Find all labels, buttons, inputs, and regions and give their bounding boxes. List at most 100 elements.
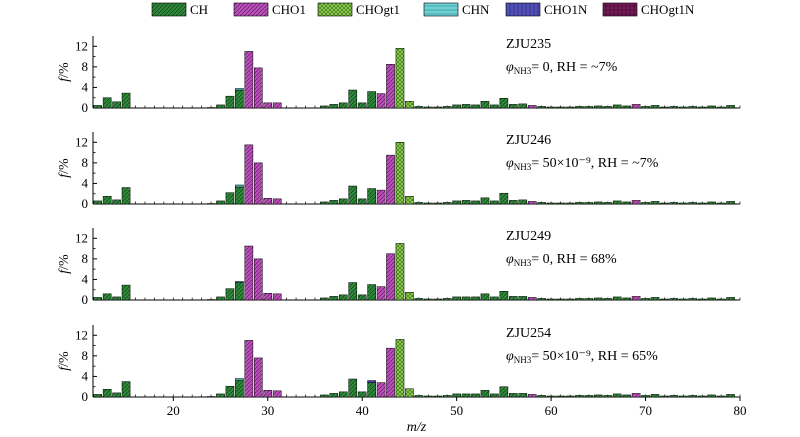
bar-mz55-ch	[499, 291, 509, 301]
bar-mz30-cho1	[263, 390, 273, 398]
bar-mz53-ch	[480, 293, 490, 301]
bar-mz68-ch	[622, 201, 631, 205]
legend-label-chogt1: CHOgt1	[356, 2, 400, 17]
bar-mz45-chogt1	[405, 196, 414, 205]
panel-zju249: 0 4 8 12f/% ZJU249 φNH3= 0, RH = 68%	[57, 228, 741, 307]
bar-mz61-ch	[556, 202, 565, 205]
bar-mz27-chn	[235, 184, 244, 188]
bar-mz40-ch	[357, 102, 367, 109]
bar-mz58-cho1	[527, 105, 537, 109]
bar-mz37-ch	[329, 393, 339, 398]
bar-mz74-ch	[679, 106, 688, 109]
y-tick-label: 12	[75, 38, 88, 53]
legend-swatch-cho1	[233, 2, 269, 17]
bar-mz61-ch	[556, 106, 565, 109]
bar-mz71-ch	[650, 201, 660, 205]
bar-mz70-ch	[641, 202, 650, 205]
bar-mz48-ch	[433, 202, 443, 205]
bar-mz50-ch	[452, 296, 461, 301]
bar-mz52-ch	[471, 104, 480, 109]
bar-mz74-ch	[679, 202, 688, 205]
legend-item-ch: CH	[151, 2, 208, 17]
panel-condition-label: φNH3= 50×10⁻⁹, RH = 65%	[506, 349, 658, 365]
bar-mz45-chogt1	[405, 388, 414, 398]
bar-mz53-ch	[480, 390, 490, 398]
bar-mz77-ch	[707, 201, 716, 205]
bar-mz75-ch	[688, 106, 698, 109]
bar-mz72-ch	[660, 395, 669, 398]
bar-mz68-ch	[622, 105, 631, 109]
bar-mz15-ch	[121, 187, 131, 205]
bar-mz56-ch	[509, 296, 518, 301]
bar-mz14-ch	[112, 101, 121, 109]
bar-mz27-ch	[235, 379, 244, 398]
bar-mz31-cho1	[272, 390, 282, 398]
bar-mz67-ch	[612, 296, 622, 301]
bar-mz27-ch	[235, 186, 244, 205]
bar-mz13-ch	[102, 389, 112, 398]
bar-mz15-ch	[121, 92, 131, 109]
bar-mz24-ch	[206, 299, 216, 301]
bar-mz27-ch	[235, 282, 244, 301]
bar-mz49-ch	[442, 106, 452, 109]
bar-mz73-ch	[669, 202, 679, 205]
bar-mz48-ch	[433, 395, 443, 398]
x-axis-label: m/z	[407, 420, 427, 432]
bar-mz75-ch	[688, 298, 698, 301]
bar-mz47-ch	[423, 395, 433, 398]
bar-mz42-cho1	[376, 286, 386, 301]
bar-mz51-ch	[461, 296, 471, 301]
bar-mz57-ch	[518, 103, 528, 109]
bar-mz71-ch	[650, 297, 660, 301]
bar-mz41-ch	[367, 284, 376, 301]
y-axis-label: f/%	[57, 351, 72, 371]
bar-mz56-ch	[509, 200, 518, 205]
y-axis-label: f/%	[57, 254, 72, 274]
bar-mz77-ch	[707, 394, 716, 398]
bar-mz27-ch	[235, 89, 244, 109]
bar-mz40-ch	[357, 198, 367, 205]
y-tick-label: 12	[75, 134, 88, 149]
bar-mz26-ch	[225, 95, 235, 109]
bar-mz26-ch	[225, 192, 235, 205]
bar-mz60-ch	[546, 106, 556, 109]
legend: CH CHO1 CHOgt1 CHN CHO1N CHOgt1N	[151, 2, 695, 17]
bar-mz31-cho1	[272, 293, 282, 301]
bar-mz44-chogt1	[395, 48, 405, 109]
bar-mz54-ch	[490, 296, 499, 301]
bar-mz79-ch	[726, 394, 735, 398]
bar-mz52-ch	[471, 296, 480, 301]
bar-mz66-ch	[603, 298, 613, 301]
y-tick-label: 8	[82, 155, 89, 170]
bar-mz58-cho1	[527, 297, 537, 301]
bar-mz30-cho1	[263, 198, 273, 205]
panel-id-label: ZJU254	[506, 326, 551, 341]
bar-mz52-ch	[471, 200, 480, 205]
x-tick-label: 70	[639, 403, 652, 418]
bar-mz57-ch	[518, 199, 528, 205]
bar-mz56-ch	[509, 104, 518, 109]
bar-mz24-ch	[206, 107, 216, 109]
y-tick-label: 12	[75, 230, 88, 245]
bar-mz43-cho1	[386, 64, 395, 109]
bar-mz41-cho1n	[367, 380, 376, 383]
y-tick-label: 8	[82, 59, 89, 74]
bar-mz44-chogt1	[395, 339, 405, 398]
bar-mz54-ch	[490, 200, 499, 205]
y-tick-label: 8	[82, 348, 89, 363]
bar-mz62-ch	[565, 298, 575, 301]
legend-label-ch: CH	[190, 2, 208, 17]
bar-mz39-ch	[348, 185, 358, 205]
bar-mz78-ch	[716, 106, 726, 109]
bar-mz43-cho1	[386, 253, 395, 301]
panel-zju246: 0 4 8 12f/% ZJU246 φNH3= 50×10⁻⁹, RH = ~7%	[57, 132, 741, 211]
bar-mz28-cho1	[244, 51, 254, 109]
y-tick-label: 4	[82, 271, 89, 286]
bar-mz76-ch	[697, 202, 707, 205]
legend-label-chogt1n: CHOgt1N	[641, 2, 695, 17]
bar-mz70-ch	[641, 106, 650, 109]
bar-mz29-cho1	[253, 357, 263, 398]
bar-mz46-ch	[414, 202, 424, 205]
